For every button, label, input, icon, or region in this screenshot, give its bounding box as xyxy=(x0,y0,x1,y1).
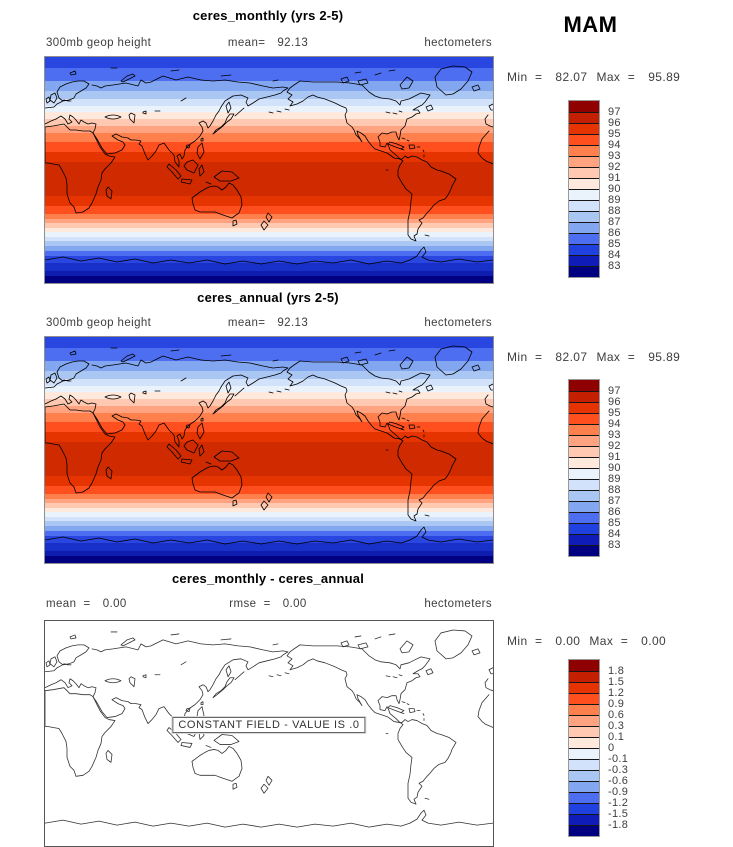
colorbar-geopotential xyxy=(568,379,600,557)
world-coastlines-overlay xyxy=(45,65,493,265)
panel-title: ceres_monthly (yrs 2-5) xyxy=(192,8,344,23)
map-ceres-monthly xyxy=(44,56,494,284)
panel-stats-row: mean = 0.00 rmse = 0.00 hectometers xyxy=(44,598,492,612)
rmse-label: rmse = xyxy=(229,598,271,610)
colorbar-difference xyxy=(568,659,600,837)
mean-stat: mean= 92.13 xyxy=(228,37,308,49)
panel-title: ceres_monthly - ceres_annual xyxy=(171,571,365,586)
rmse-stat: rmse = 0.00 xyxy=(229,598,306,610)
contour-fill-bands xyxy=(45,57,493,283)
mean-label: mean = xyxy=(46,598,91,610)
world-coastlines-overlay xyxy=(45,345,493,545)
mean-label: mean= xyxy=(227,317,266,329)
panel-stats-row: 300mb geop height mean= 92.13 hectometer… xyxy=(44,37,492,51)
colorbar-labels: 97 96 95 94 93 92 91 90 89 88 87 86 85 84 83 xyxy=(608,106,621,272)
colorbar-wrap: 97 96 95 94 93 92 91 90 89 88 87 86 85 84 83 xyxy=(568,379,678,557)
minmax-row: Min = 82.07 Max = 95.89 xyxy=(507,350,717,364)
minmax-row: Min = 0.00 Max = 0.00 xyxy=(507,634,717,648)
field-label: 300mb geop height xyxy=(46,317,152,329)
mean-stat: mean= 92.13 xyxy=(228,317,308,329)
min-label: Min = xyxy=(507,350,543,364)
max-label: Max = xyxy=(589,634,629,648)
units-label: hectometers xyxy=(424,37,492,49)
rmse-value: 0.00 xyxy=(282,598,307,610)
constant-field-note: CONSTANT FIELD - VALUE IS .0 xyxy=(172,717,366,733)
panel-stats-row: 300mb geop height mean= 92.13 hectometer… xyxy=(44,317,492,331)
mean-label: mean= xyxy=(227,37,266,49)
mean-value: 92.13 xyxy=(277,317,309,329)
max-label: Max = xyxy=(596,350,636,364)
min-label: Min = xyxy=(507,70,543,84)
mean-value: 92.13 xyxy=(277,37,309,49)
max-value: 95.89 xyxy=(648,350,681,364)
map-difference: CONSTANT FIELD - VALUE IS .0 xyxy=(44,620,494,847)
minmax-row: Min = 82.07 Max = 95.89 xyxy=(507,70,717,84)
min-value: 82.07 xyxy=(555,70,588,84)
season-label: MAM xyxy=(563,12,618,37)
units-label: hectometers xyxy=(424,598,492,610)
units-label: hectometers xyxy=(424,317,492,329)
colorbar-labels: 1.8 1.5 1.2 0.9 0.6 0.3 0.1 0 -0.1 -0.3 -0.6 -0.9 -1… xyxy=(608,665,629,831)
colorbar-labels: 97 96 95 94 93 92 91 90 89 88 87 86 85 84 83 xyxy=(608,385,621,551)
max-label: Max = xyxy=(596,70,636,84)
mean-stat: mean = 0.00 xyxy=(46,598,127,610)
min-label: Min = xyxy=(507,634,543,648)
colorbar-wrap: 1.8 1.5 1.2 0.9 0.6 0.3 0.1 0 -0.1 -0.3 -0.6 -0.9 -1… xyxy=(568,659,678,837)
mean-value: 0.00 xyxy=(102,598,127,610)
max-value: 95.89 xyxy=(648,70,681,84)
colorbar-geopotential xyxy=(568,100,600,278)
min-value: 82.07 xyxy=(555,350,588,364)
colorbar-wrap: 97 96 95 94 93 92 91 90 89 88 87 86 85 84 83 xyxy=(568,100,678,278)
world-coastlines-overlay xyxy=(45,629,493,828)
max-value: 0.00 xyxy=(641,634,667,648)
panel-title: ceres_annual (yrs 2-5) xyxy=(197,290,339,305)
field-label: 300mb geop height xyxy=(46,37,152,49)
contour-fill-bands xyxy=(45,337,493,563)
map-ceres-annual xyxy=(44,336,494,564)
min-value: 0.00 xyxy=(555,634,581,648)
